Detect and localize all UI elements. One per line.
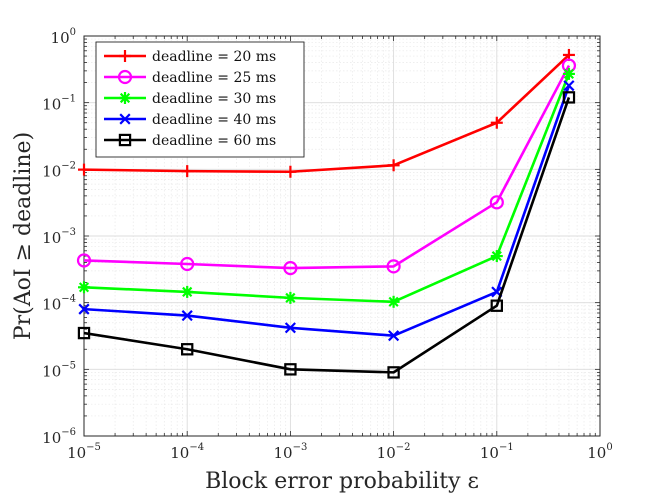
series-2 xyxy=(76,58,577,276)
data-point xyxy=(284,291,297,304)
data-point xyxy=(78,303,90,315)
data-point xyxy=(387,159,400,172)
legend-marker xyxy=(119,92,131,104)
data-point xyxy=(284,363,297,376)
legend-marker xyxy=(118,133,132,147)
series-layer xyxy=(76,48,577,379)
legend-marker xyxy=(117,69,133,85)
x-tick-label: 10−3 xyxy=(273,442,307,462)
x-axis-label: Block error probability ε xyxy=(205,469,479,494)
y-tick-label: 10−3 xyxy=(42,227,76,247)
series-1 xyxy=(78,48,575,178)
legend-entry-1: deadline = 20 ms xyxy=(104,49,276,65)
data-point xyxy=(180,256,195,272)
legend-marker xyxy=(119,50,131,62)
data-point xyxy=(563,80,575,92)
y-tick-label: 10−4 xyxy=(42,294,76,314)
data-point xyxy=(490,116,503,129)
data-point xyxy=(284,322,296,334)
data-point xyxy=(387,295,400,308)
series-line xyxy=(83,53,570,174)
data-point xyxy=(181,165,194,178)
data-point xyxy=(77,326,91,340)
data-point xyxy=(283,260,298,276)
series-line xyxy=(83,64,571,270)
data-point xyxy=(76,253,92,268)
legend-entry-3: deadline = 30 ms xyxy=(104,91,276,107)
legend-label: deadline = 30 ms xyxy=(152,91,276,107)
data-point xyxy=(78,281,90,294)
series-line xyxy=(83,73,571,304)
legend-entry-4: deadline = 40 ms xyxy=(104,112,276,128)
data-point xyxy=(78,163,90,176)
data-point xyxy=(562,67,575,80)
x-tick-label: 10−2 xyxy=(377,442,411,462)
y-tick-label: 10−2 xyxy=(42,160,76,180)
data-point xyxy=(386,259,401,274)
axes: 10−5 10−4 10−3 10−2 10−1 10010−610−510−410−31… xyxy=(42,27,613,462)
data-point xyxy=(181,285,194,298)
x-tick-label: 10−5 xyxy=(67,442,101,462)
y-tick-label: 10−5 xyxy=(42,360,76,380)
y-tick-label: 10−1 xyxy=(42,94,76,114)
legend-entry-5: deadline = 60 ms xyxy=(104,133,276,149)
legend-label: deadline = 25 ms xyxy=(152,70,276,86)
data-point xyxy=(387,366,400,379)
data-point xyxy=(490,299,504,312)
y-tick-label: 10−6 xyxy=(42,427,76,447)
y-tick-label: 100 xyxy=(51,27,76,47)
legend-label: deadline = 60 ms xyxy=(152,133,276,149)
series-4 xyxy=(78,80,575,342)
data-point xyxy=(388,330,400,342)
data-point xyxy=(181,343,194,356)
legend: deadline = 20 ms deadline = 25 ms deadline… xyxy=(95,41,305,158)
x-tick-label: 100 xyxy=(587,442,612,462)
data-point xyxy=(181,310,193,322)
data-point xyxy=(284,165,297,178)
series-line xyxy=(83,85,571,337)
legend-marker xyxy=(119,113,131,125)
data-point xyxy=(489,195,504,210)
x-tick-label: 10−4 xyxy=(170,442,204,462)
legend-entry-2: deadline = 25 ms xyxy=(104,69,276,86)
y-axis-label: Pr(AoI ≥ deadline) xyxy=(11,132,36,340)
series-line xyxy=(83,96,571,374)
data-point xyxy=(562,91,576,104)
legend-label: deadline = 40 ms xyxy=(152,112,276,128)
data-point xyxy=(490,250,503,263)
series-3 xyxy=(78,67,575,308)
series-5 xyxy=(77,91,576,379)
x-tick-label: 10−1 xyxy=(480,442,514,462)
legend-label: deadline = 20 ms xyxy=(152,49,276,65)
